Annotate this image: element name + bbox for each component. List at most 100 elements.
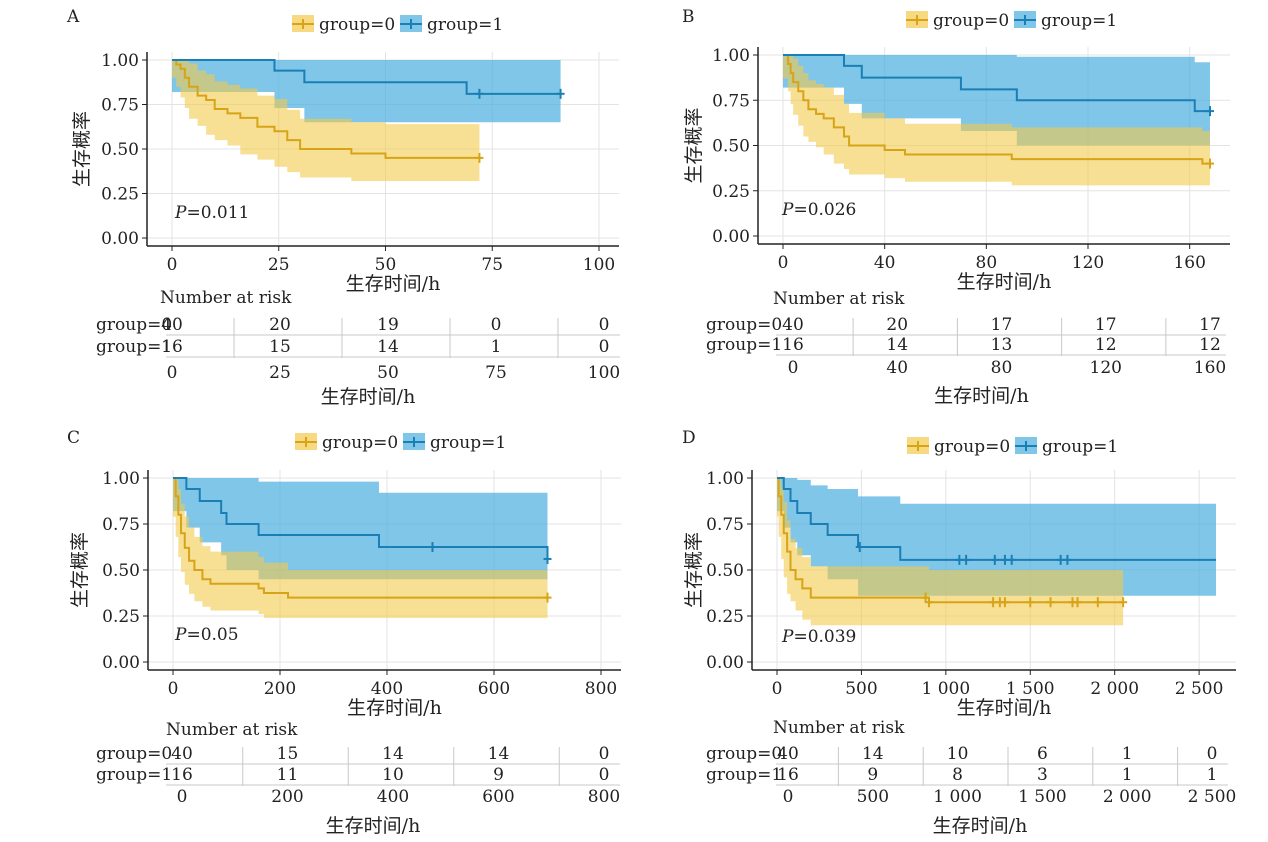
risk-time-label: 1 000 <box>933 787 982 807</box>
y-tick-label: 0.25 <box>102 607 140 627</box>
risk-time-label: 400 <box>377 787 409 807</box>
ci-band-0 <box>173 478 548 618</box>
y-tick-label: 0.50 <box>712 137 750 157</box>
risk-row-label-0: group=0 <box>96 315 172 335</box>
risk-count: 1 <box>1122 744 1133 764</box>
y-tick-label: 0.25 <box>712 182 750 202</box>
risk-count: 17 <box>991 315 1013 335</box>
x-tick-label: 75 <box>481 255 503 275</box>
risk-count: 16 <box>161 337 183 357</box>
risk-time-label: 50 <box>377 363 399 383</box>
x-axis-title: 生存时间/h <box>347 697 442 719</box>
p-value: P=0.026 <box>781 200 856 220</box>
survival-curve-1 <box>783 54 1210 113</box>
risk-count: 40 <box>171 744 193 764</box>
risk-row-label-0: group=0 <box>706 744 782 764</box>
legend-label-0: group=0 <box>322 433 398 453</box>
legend-label-0: group=0 <box>319 15 395 35</box>
risk-time-label: 1 500 <box>1018 787 1067 807</box>
risk-time-label: 80 <box>991 358 1013 378</box>
risk-table-title: Number at risk <box>773 718 905 738</box>
y-tick-label: 1.00 <box>101 51 139 71</box>
risk-count: 14 <box>382 744 404 764</box>
survival-curve-0 <box>173 477 548 599</box>
legend-label-1: group=1 <box>427 15 503 35</box>
risk-count: 0 <box>491 315 502 335</box>
risk-count: 14 <box>886 335 908 355</box>
x-tick-label: 120 <box>1072 253 1104 273</box>
risk-time-label: 2 500 <box>1188 787 1237 807</box>
risk-table-title: Number at risk <box>773 289 905 309</box>
x-tick-label: 800 <box>585 679 617 699</box>
risk-count: 6 <box>1037 744 1048 764</box>
risk-count: 10 <box>947 744 969 764</box>
y-tick-label: 0.75 <box>706 515 744 535</box>
x-axis-title: 生存时间/h <box>957 697 1052 719</box>
risk-count: 15 <box>269 337 291 357</box>
x-tick-label: 80 <box>976 253 998 273</box>
risk-count: 17 <box>1095 315 1117 335</box>
risk-count: 40 <box>777 744 799 764</box>
risk-count: 20 <box>269 315 291 335</box>
p-value-number: =0.026 <box>793 200 856 220</box>
x-tick-label: 1 500 <box>1006 679 1055 699</box>
risk-count: 16 <box>782 335 804 355</box>
x-tick-label: 40 <box>874 253 896 273</box>
y-tick-label: 0.00 <box>102 653 140 673</box>
y-tick-label: 0.25 <box>706 607 744 627</box>
y-tick-label: 0.50 <box>102 561 140 581</box>
ci-band-0 <box>172 60 480 182</box>
risk-row-label-0: group=0 <box>96 744 172 764</box>
y-tick-label: 0.25 <box>101 185 139 205</box>
ci-band-1 <box>173 478 548 580</box>
risk-row-label-1: group=1 <box>706 335 782 355</box>
x-tick-label: 2 500 <box>1175 679 1224 699</box>
risk-count: 15 <box>277 744 299 764</box>
risk-table-xlabel: 生存时间/h <box>933 815 1028 837</box>
risk-count: 11 <box>277 765 299 785</box>
x-tick-label: 0 <box>168 679 179 699</box>
x-tick-label: 160 <box>1173 253 1205 273</box>
risk-count: 0 <box>599 315 610 335</box>
panel-letter-B: B <box>682 7 695 27</box>
p-value-number: =0.05 <box>186 625 238 645</box>
legend-label-1: group=1 <box>430 433 506 453</box>
risk-row-label-1: group=1 <box>706 765 782 785</box>
risk-time-label: 75 <box>485 363 507 383</box>
risk-count: 8 <box>952 765 963 785</box>
risk-count: 20 <box>886 315 908 335</box>
x-tick-label: 600 <box>478 679 510 699</box>
legend-A: group=0 group=1 <box>292 15 503 35</box>
risk-time-label: 600 <box>482 787 514 807</box>
legend-label-0: group=0 <box>934 437 1010 457</box>
survival-curve-1 <box>172 59 561 95</box>
y-axis-title: 生存概率 <box>683 532 705 608</box>
p-value: P=0.05 <box>174 625 239 645</box>
y-axis-title: 生存概率 <box>71 111 93 187</box>
p-value-number: =0.011 <box>186 203 249 223</box>
risk-count: 10 <box>382 765 404 785</box>
ci-band-0 <box>777 478 1124 626</box>
ci-band-1 <box>172 60 561 123</box>
legend-label-1: group=1 <box>1042 437 1118 457</box>
risk-count: 19 <box>377 315 399 335</box>
risk-time-label: 120 <box>1090 358 1122 378</box>
y-tick-label: 0.75 <box>102 515 140 535</box>
risk-time-label: 0 <box>177 787 188 807</box>
risk-count: 14 <box>377 337 399 357</box>
x-tick-label: 50 <box>375 255 397 275</box>
x-tick-label: 25 <box>268 255 290 275</box>
x-tick-label: 2 000 <box>1090 679 1139 699</box>
risk-time-label: 2 000 <box>1103 787 1152 807</box>
x-axis-title: 生存时间/h <box>346 273 441 295</box>
y-axis-title: 生存概率 <box>683 107 705 183</box>
risk-count: 12 <box>1199 335 1221 355</box>
risk-table-xlabel: 生存时间/h <box>321 386 416 408</box>
p-value: P=0.011 <box>174 203 249 223</box>
survival-curve-0 <box>172 59 480 159</box>
